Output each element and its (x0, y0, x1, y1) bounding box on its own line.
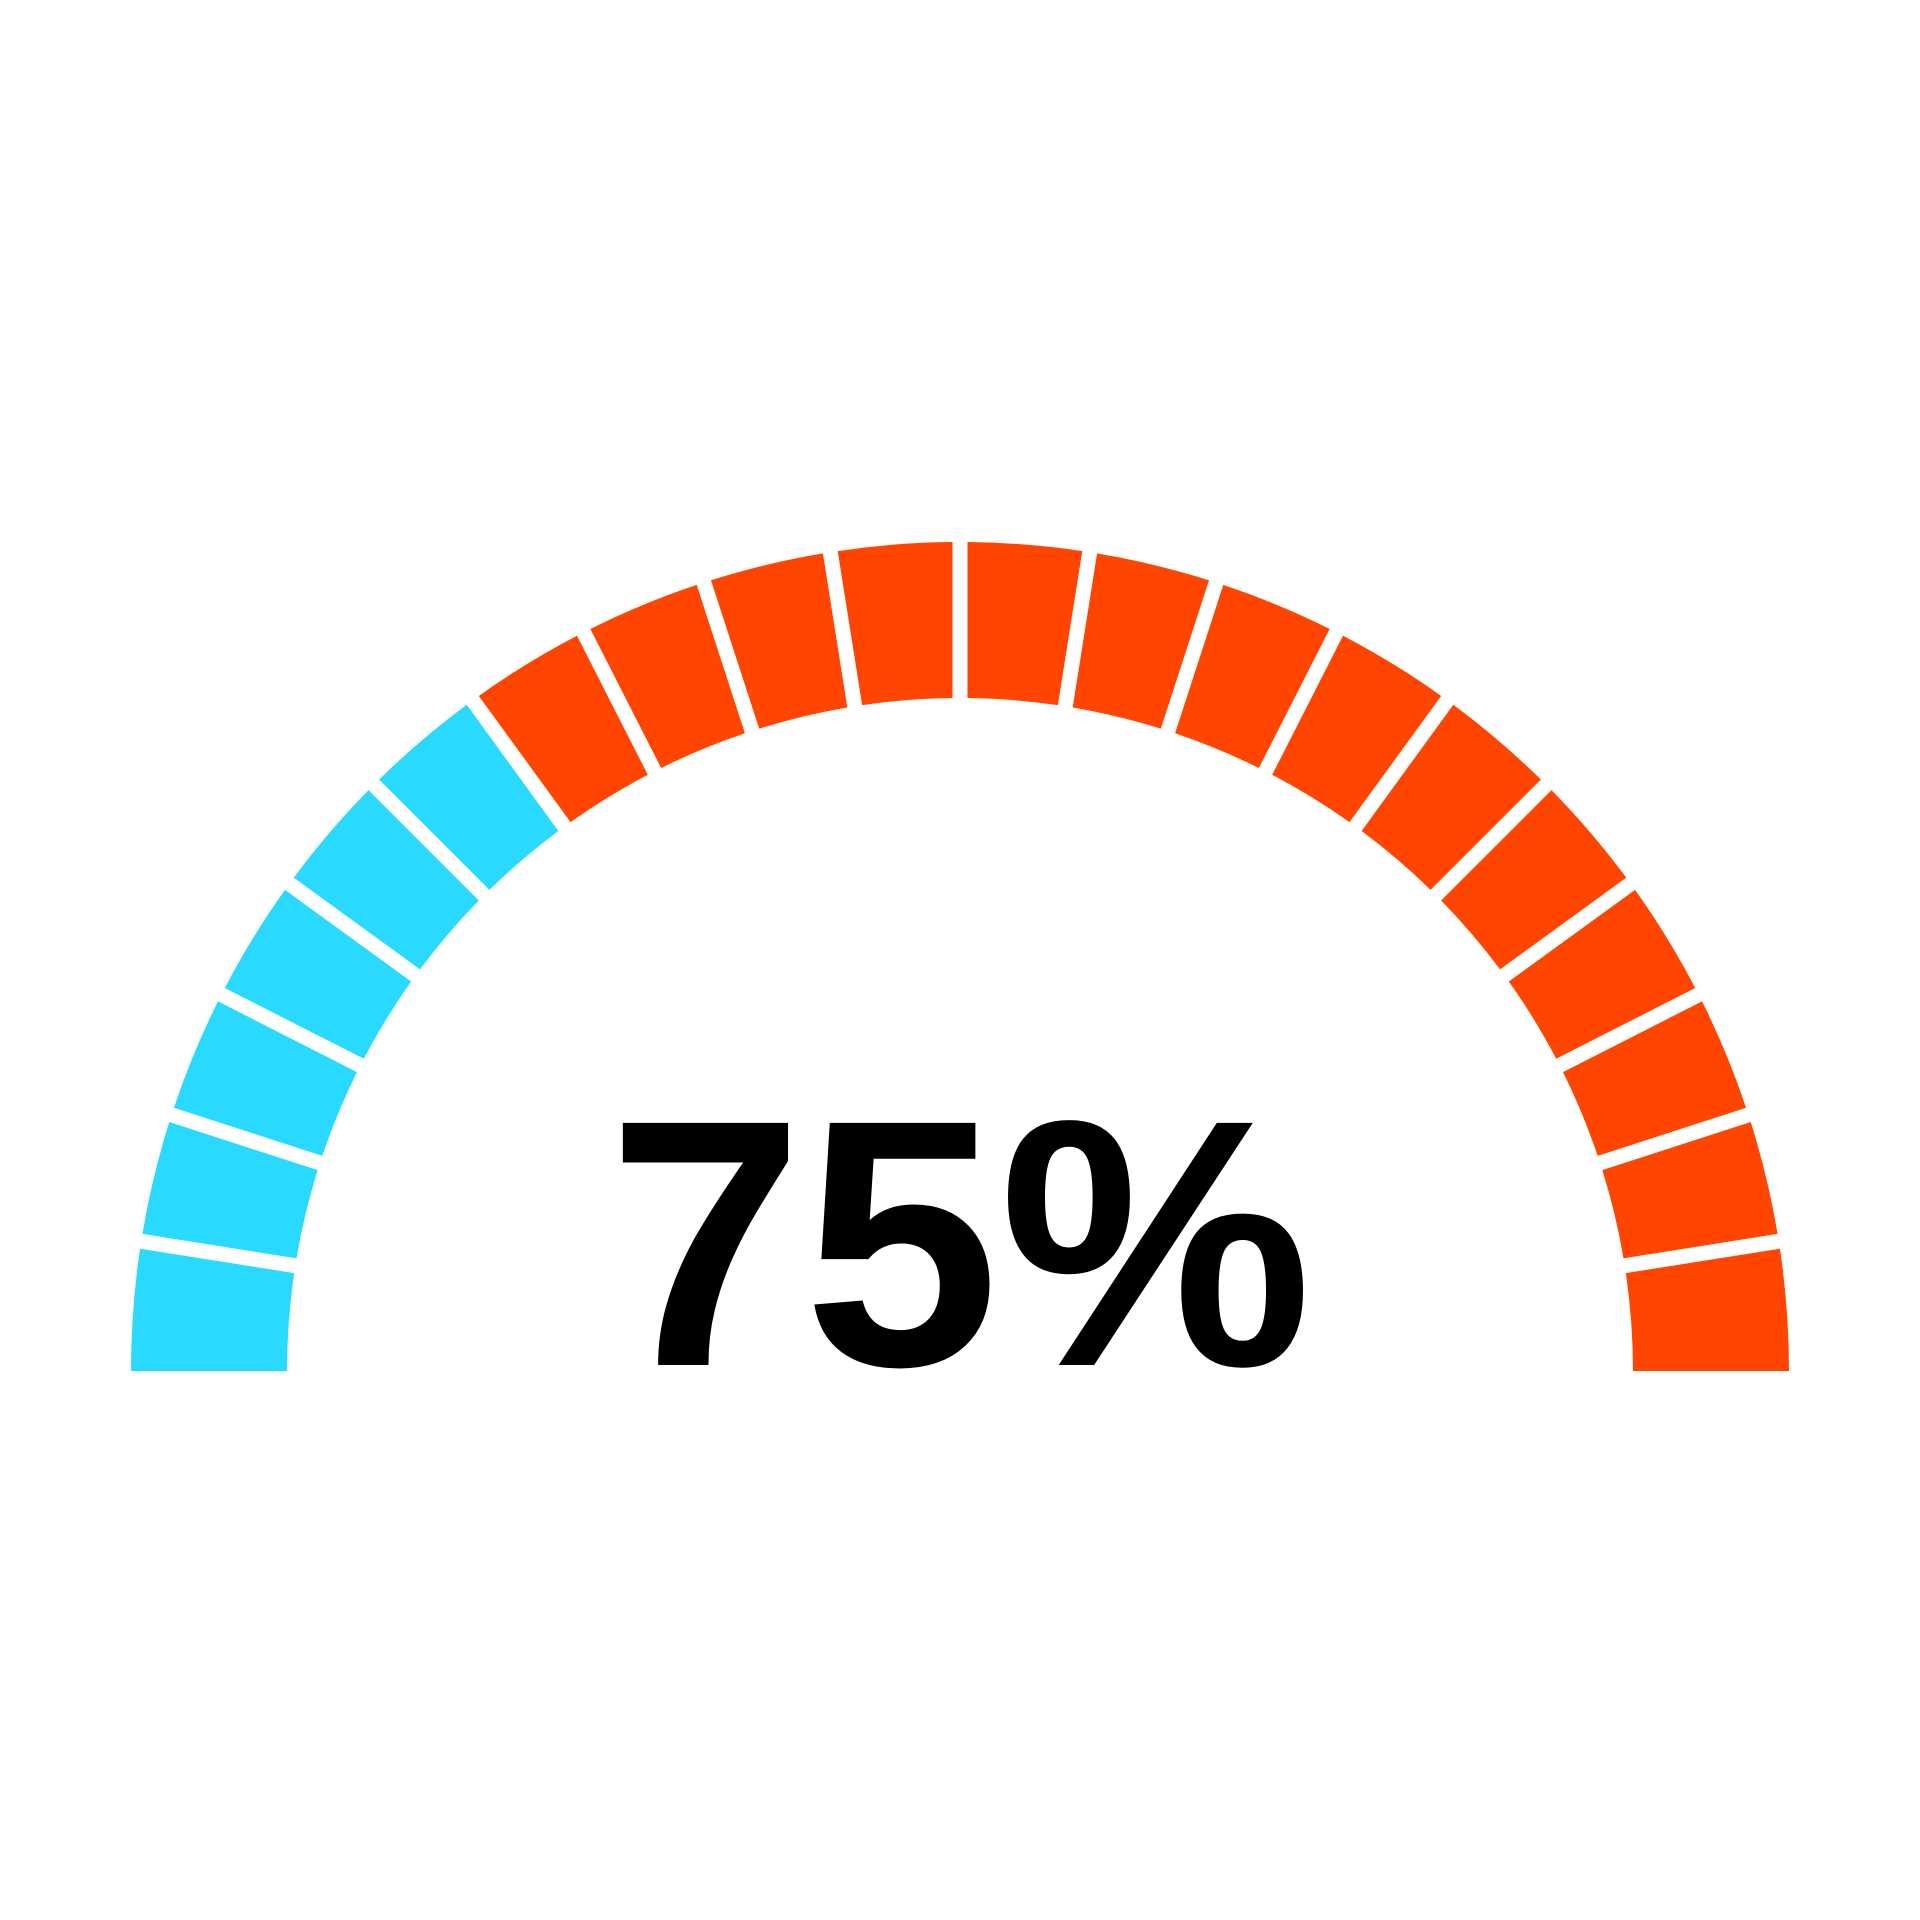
gauge-segment (224, 889, 412, 1059)
gauge-segment (1625, 1248, 1789, 1371)
gauge-segment (1072, 553, 1210, 729)
gauge-segment (590, 584, 745, 768)
gauge-segment (1361, 704, 1541, 890)
gauge-segment (837, 542, 953, 706)
gauge-value-label: 75% (608, 1046, 1313, 1440)
gauge-segment (1563, 1001, 1747, 1156)
gauge-segment (1441, 790, 1627, 970)
gauge-segment (1508, 889, 1696, 1059)
gauge-segment (1175, 584, 1330, 768)
gauge-segment (710, 553, 848, 729)
gauge-segment (142, 1121, 318, 1259)
gauge-segment (1272, 635, 1442, 823)
gauge-segment (1602, 1121, 1778, 1259)
gauge-segment (293, 790, 479, 970)
gauge-segment (131, 1248, 295, 1371)
gauge-segment (173, 1001, 357, 1156)
gauge-segment (478, 635, 648, 823)
gauge-segment (379, 704, 559, 890)
gauge-segment (967, 542, 1083, 706)
